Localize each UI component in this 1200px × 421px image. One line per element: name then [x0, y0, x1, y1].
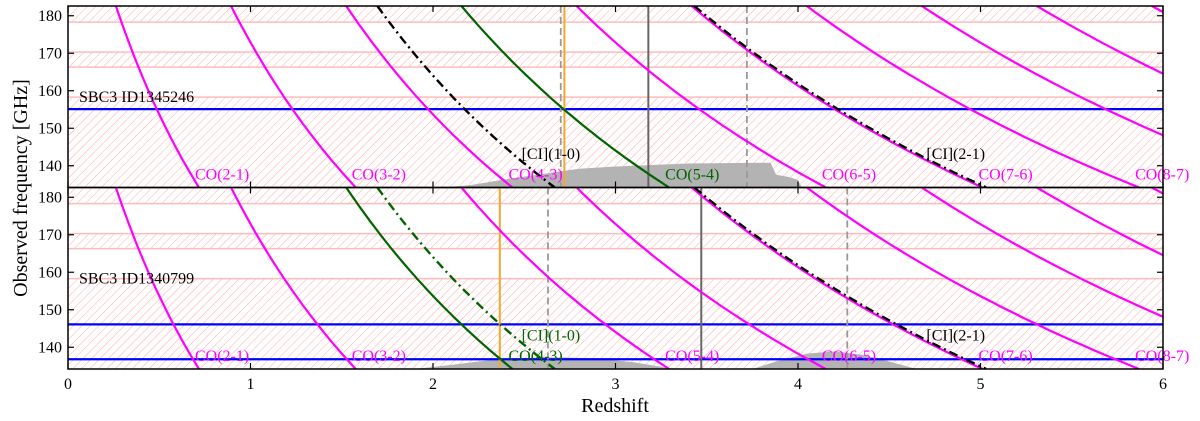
redshift-histogram: [442, 162, 802, 188]
line-label-co32: CO(3-2): [352, 348, 406, 365]
source-label: SBC3 ID1340799: [79, 271, 194, 288]
x-tick-label: 5: [977, 376, 985, 393]
y-tick-label: 140: [38, 339, 62, 356]
hatched-band: [68, 187, 1163, 204]
y-tick-label: 170: [38, 45, 62, 62]
y-tick-label: 150: [38, 302, 62, 319]
panel-plot-area: [68, 187, 1163, 369]
line-co109: [1036, 187, 1163, 257]
line-co65: [575, 187, 827, 369]
y-tick-label: 180: [38, 189, 62, 206]
redshift-histogram: [414, 351, 917, 369]
line-co65: [575, 6, 827, 188]
line-co76: [690, 187, 983, 369]
panel-plot-area: [68, 6, 1163, 188]
line-label-co65: CO(6-5): [822, 166, 876, 183]
x-tick-label: 6: [1159, 376, 1167, 393]
x-tick-label: 3: [612, 376, 620, 393]
line-co109: [1036, 6, 1163, 75]
line-label-co32: CO(3-2): [352, 166, 406, 183]
line-co32: [230, 187, 357, 369]
line-co98: [921, 187, 1163, 318]
panel-2: CO(2-1) CO(3-2) CO(4-3) CO(5-4) CO(6-5) CO(7-…: [38, 186, 1189, 370]
line-label-ci10: [CI](1-0): [522, 146, 581, 163]
hatched-band: [68, 6, 1163, 23]
line-label-co76: CO(7-6): [978, 166, 1032, 183]
source-label: SBC3 ID1345246: [79, 89, 194, 106]
line-label-co54: CO(5-4): [665, 348, 719, 365]
y-tick-label: 180: [38, 8, 62, 25]
line-label-co54: CO(5-4): [665, 166, 719, 183]
line-label-co43: CO(4-3): [508, 348, 562, 365]
y-tick-label: 160: [38, 264, 62, 281]
line-label-co87: CO(8-7): [1135, 166, 1189, 183]
line-label-co43: CO(4-3): [508, 166, 562, 183]
line-label-co87: CO(8-7): [1135, 348, 1189, 365]
line-label-co21: CO(2-1): [195, 348, 249, 365]
panel-1: CO(2-1) CO(3-2) CO(4-3) CO(5-4) CO(6-5) CO(7-…: [38, 5, 1189, 189]
line-label-ci21: [CI](2-1): [926, 328, 985, 345]
x-tick-label: 2: [429, 376, 437, 393]
y-tick-label: 140: [38, 158, 62, 175]
line-label-co21: CO(2-1): [195, 166, 249, 183]
line-label-ci21: [CI](2-1): [926, 146, 985, 163]
line-label-co76: CO(7-6): [978, 348, 1032, 365]
line-co21: [114, 187, 200, 369]
line-ci10: [376, 6, 556, 188]
line-co21: [114, 6, 200, 188]
x-axis-label: Redshift: [581, 395, 649, 417]
line-label-ci10: [CI](1-0): [522, 328, 581, 345]
line-co87: [806, 6, 1140, 188]
line-co54: [460, 6, 670, 188]
y-tick-label: 170: [38, 227, 62, 244]
y-tick-label: 150: [38, 120, 62, 137]
line-co32: [230, 6, 357, 188]
line-ci21: [693, 187, 987, 369]
line-co54: [460, 187, 670, 369]
line-co43: [345, 6, 514, 188]
line-co43: [345, 187, 514, 369]
line-label-co65: CO(6-5): [822, 348, 876, 365]
x-tick-label: 4: [794, 376, 802, 393]
line-ci21: [693, 6, 987, 188]
line-co98: [921, 6, 1163, 137]
line-ci10: [376, 187, 556, 369]
y-tick-label: 160: [38, 83, 62, 100]
y-axis-label: Observed frequency [GHz]: [10, 79, 32, 297]
line-co76: [690, 6, 983, 188]
line-co87: [806, 187, 1140, 369]
x-tick-label: 1: [247, 376, 255, 393]
x-tick-label: 0: [64, 376, 72, 393]
